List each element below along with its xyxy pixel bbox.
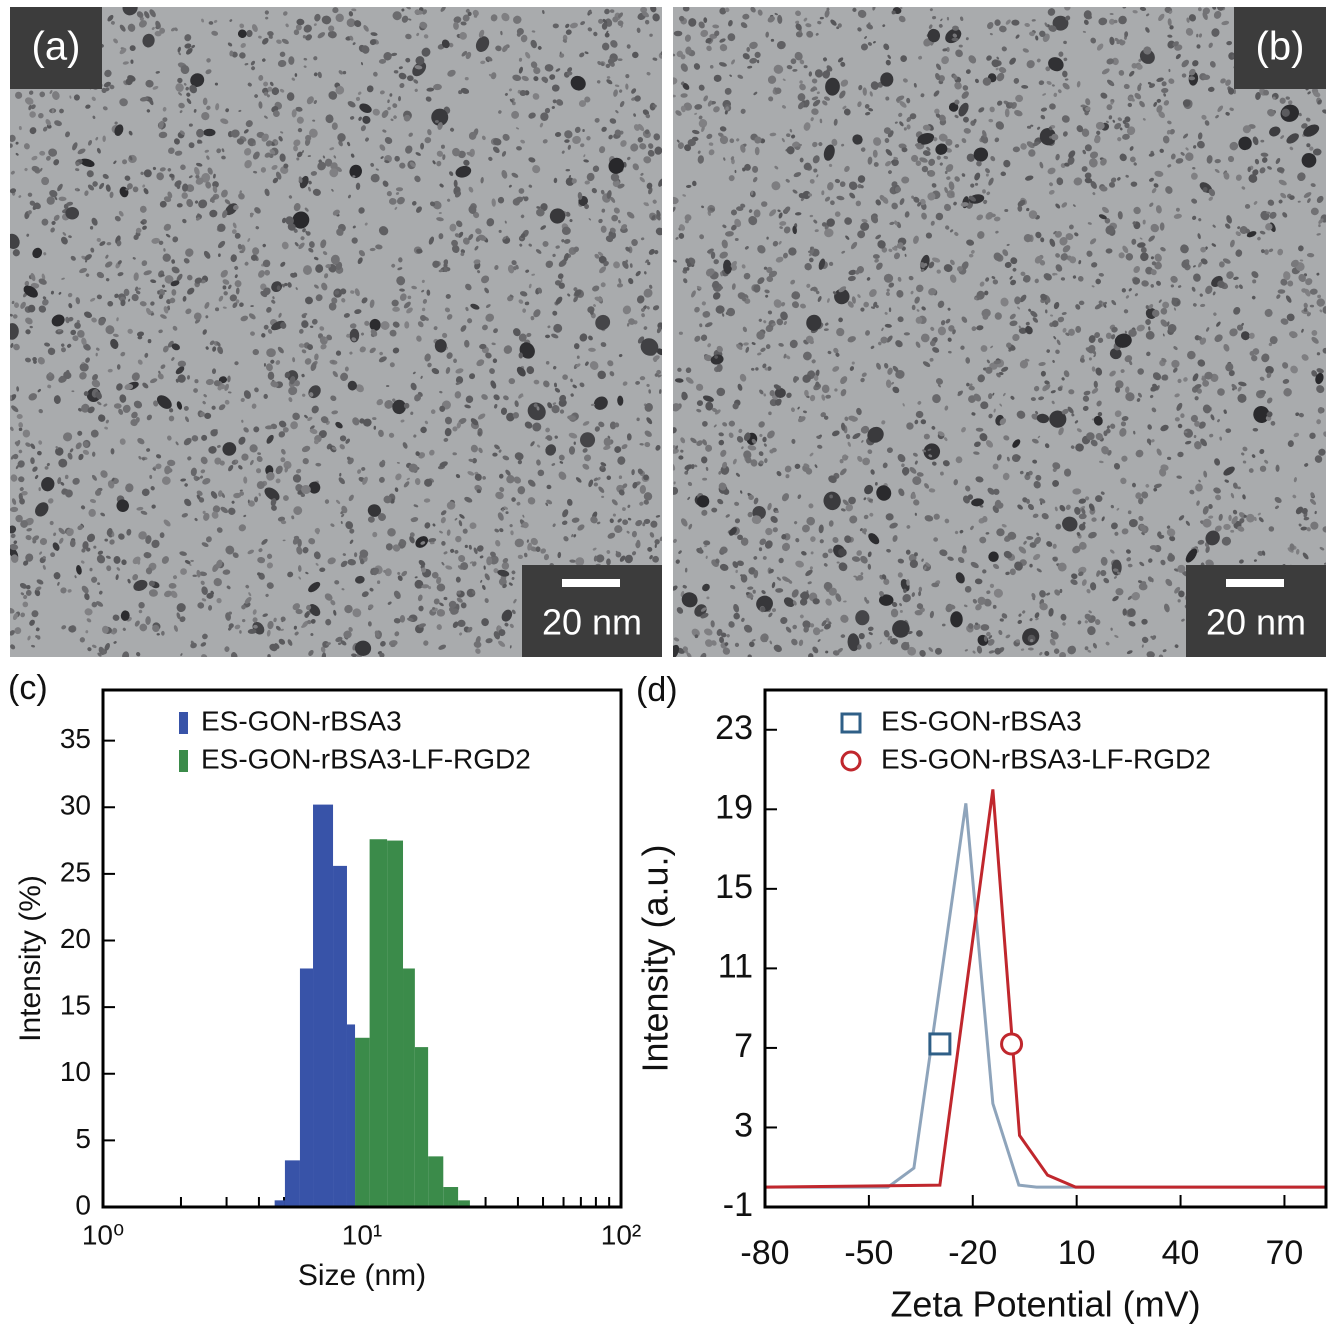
particle bbox=[904, 332, 910, 335]
particle bbox=[38, 487, 40, 491]
particle bbox=[1304, 308, 1308, 312]
particle bbox=[746, 47, 750, 52]
particle bbox=[392, 307, 400, 312]
tem-image bbox=[666, 0, 1330, 662]
particle bbox=[912, 305, 916, 310]
particle bbox=[74, 94, 80, 100]
particle bbox=[986, 173, 989, 176]
particle bbox=[553, 23, 559, 28]
particle bbox=[1114, 20, 1118, 24]
particle bbox=[545, 335, 550, 339]
particle bbox=[457, 620, 465, 627]
scale-label: 20 nm bbox=[542, 602, 642, 643]
particle bbox=[1029, 564, 1032, 568]
particle bbox=[1058, 387, 1063, 391]
panel-label: (a) bbox=[32, 25, 81, 69]
particle bbox=[266, 348, 276, 357]
particle bbox=[761, 201, 767, 207]
particle bbox=[190, 560, 194, 562]
particle bbox=[250, 444, 258, 452]
particle bbox=[303, 265, 312, 275]
particle bbox=[41, 177, 49, 185]
particle bbox=[223, 285, 227, 289]
particle bbox=[822, 385, 830, 393]
particle bbox=[65, 207, 79, 219]
particle bbox=[919, 587, 922, 592]
particle bbox=[625, 74, 629, 78]
particle bbox=[1131, 182, 1138, 187]
particle bbox=[1005, 108, 1010, 117]
particle bbox=[332, 361, 335, 364]
particle bbox=[400, 615, 405, 623]
particle bbox=[914, 552, 918, 556]
particle bbox=[775, 388, 786, 398]
particle bbox=[404, 321, 409, 328]
scale-bar bbox=[562, 579, 620, 587]
particle bbox=[714, 75, 722, 82]
particle bbox=[228, 612, 232, 615]
tem-image bbox=[3, 0, 666, 661]
particle bbox=[577, 356, 580, 359]
particle bbox=[674, 31, 683, 37]
particle bbox=[1080, 105, 1085, 108]
particle bbox=[755, 147, 760, 156]
particle bbox=[203, 129, 215, 136]
particle bbox=[800, 158, 804, 163]
particle bbox=[268, 372, 275, 380]
particle bbox=[264, 363, 266, 367]
